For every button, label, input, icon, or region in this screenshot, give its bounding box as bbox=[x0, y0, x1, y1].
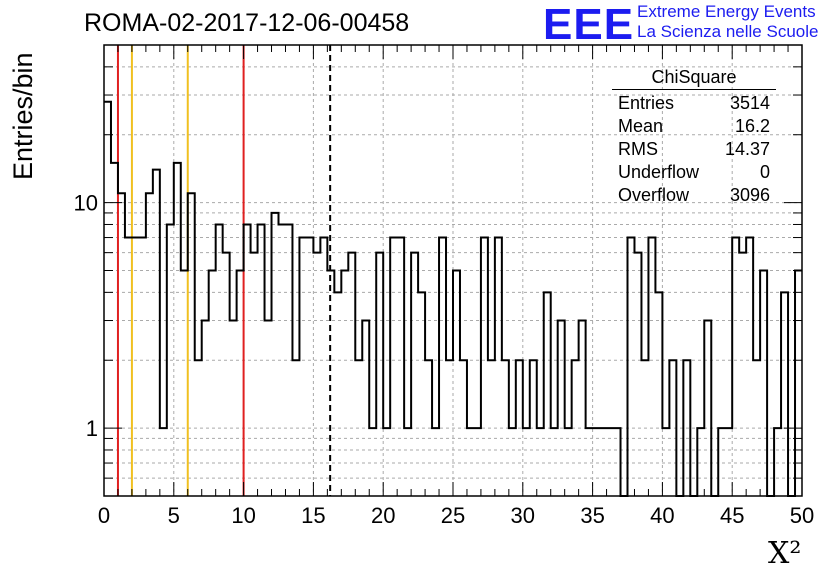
stats-box: ChiSquare Entries 3514 Mean 16.2 RMS 14.… bbox=[612, 67, 776, 207]
x-tick-label: 25 bbox=[441, 503, 465, 528]
stats-row-rms: RMS 14.37 bbox=[612, 138, 776, 161]
x-tick-label: 30 bbox=[511, 503, 535, 528]
stats-title: ChiSquare bbox=[612, 67, 776, 90]
stats-label: Overflow bbox=[618, 185, 690, 205]
x-tick-label: 40 bbox=[650, 503, 674, 528]
y-tick-label: 1 bbox=[86, 416, 98, 441]
stats-value: 3096 bbox=[729, 185, 770, 205]
x-tick-label: 15 bbox=[301, 503, 325, 528]
x-axis-label: X² bbox=[768, 536, 802, 571]
stats-row-underflow: Underflow 0 bbox=[612, 161, 776, 184]
x-tick-label: 10 bbox=[231, 503, 255, 528]
stats-row-entries: Entries 3514 bbox=[612, 92, 776, 115]
eee-logo: EEE bbox=[543, 0, 635, 49]
y-tick-label: 10 bbox=[74, 191, 98, 216]
brand-name: Extreme Energy Events bbox=[637, 2, 816, 21]
histogram-line bbox=[104, 100, 802, 497]
stats-value: 16.2 bbox=[734, 116, 770, 136]
stats-label: RMS bbox=[618, 139, 658, 159]
stats-row-mean: Mean 16.2 bbox=[612, 115, 776, 138]
stats-value: 0 bbox=[759, 162, 770, 182]
x-tick-label: 50 bbox=[790, 503, 814, 528]
stats-value: 14.37 bbox=[724, 139, 770, 159]
x-tick-label: 0 bbox=[98, 503, 110, 528]
x-tick-label: 35 bbox=[580, 503, 604, 528]
x-tick-label: 45 bbox=[720, 503, 744, 528]
x-tick-label: 5 bbox=[168, 503, 180, 528]
stats-row-overflow: Overflow 3096 bbox=[612, 184, 776, 207]
run-title: ROMA-02-2017-12-06-00458 bbox=[84, 9, 410, 37]
brand-subtitle: La Scienza nelle Scuole bbox=[637, 22, 819, 41]
x-tick-label: 20 bbox=[371, 503, 395, 528]
y-axis-label: Entries/bin bbox=[8, 52, 38, 180]
stats-value: 3514 bbox=[729, 93, 770, 113]
stats-label: Underflow bbox=[618, 162, 700, 182]
stats-label: Entries bbox=[618, 93, 675, 113]
stats-label: Mean bbox=[618, 116, 664, 136]
